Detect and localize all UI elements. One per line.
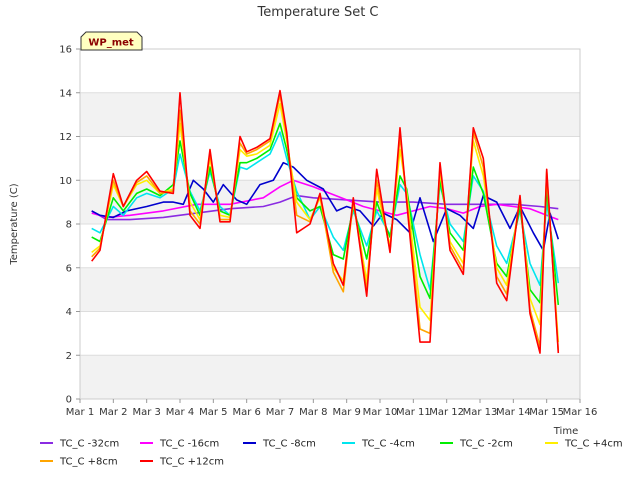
legend-label-tc-c-2cm: TC_C -2cm xyxy=(459,439,513,450)
series-lines xyxy=(91,89,560,354)
y-tick-label: 8 xyxy=(66,220,72,231)
x-tick-label: Mar 6 xyxy=(232,407,260,418)
x-axis-label: Time xyxy=(553,426,578,437)
x-tick-label: Mar 14 xyxy=(496,407,531,418)
x-tick-label: Mar 4 xyxy=(166,407,194,418)
legend-label-tc-c-12cm: TC_C +12cm xyxy=(159,457,224,468)
y-axis-ticks: 0 2 4 6 8 10 12 14 16 xyxy=(59,45,80,406)
x-tick-label: Mar 12 xyxy=(429,407,464,418)
x-tick-label: Mar 8 xyxy=(299,407,327,418)
y-axis-label: Temperature (C) xyxy=(9,183,20,265)
y-tick-label: 14 xyxy=(59,88,72,99)
x-tick-label: Mar 1 xyxy=(66,407,94,418)
badge-label: WP_met xyxy=(88,38,134,49)
legend-label-tc-c-8cm: TC_C +8cm xyxy=(59,457,118,468)
legend-label-tc-c-4cm: TC_C +4cm xyxy=(564,439,623,450)
y-tick-label: 10 xyxy=(59,176,72,187)
plot-band xyxy=(80,311,580,356)
legend-label-tc-c-4cm: TC_C -4cm xyxy=(361,439,415,450)
y-tick-label: 4 xyxy=(66,307,72,318)
x-tick-label: Mar 9 xyxy=(332,407,360,418)
y-tick-label: 2 xyxy=(66,351,72,362)
y-tick-label: 6 xyxy=(66,263,72,274)
plot-band xyxy=(80,136,580,181)
x-tick-label: Mar 15 xyxy=(529,407,564,418)
series-line-tc-c-12cm xyxy=(91,89,560,354)
x-tick-label: Mar 2 xyxy=(99,407,127,418)
x-tick-label: Mar 11 xyxy=(396,407,431,418)
x-tick-label: Mar 10 xyxy=(363,407,398,418)
legend-label-tc-c-32cm: TC_C -32cm xyxy=(59,439,119,450)
legend-label-tc-c-16cm: TC_C -16cm xyxy=(159,439,219,450)
legend-label-tc-c-8cm: TC_C -8cm xyxy=(262,439,316,450)
chart-title: Temperature Set C xyxy=(256,5,378,20)
y-tick-label: 16 xyxy=(59,45,72,56)
x-tick-label: Mar 3 xyxy=(132,407,160,418)
x-tick-label: Mar 5 xyxy=(199,407,227,418)
x-tick-label: Mar 13 xyxy=(463,407,498,418)
y-tick-label: 0 xyxy=(66,395,72,406)
x-tick-label: Mar 16 xyxy=(563,407,598,418)
plot-band xyxy=(80,49,580,93)
series-line-tc-c-8cm xyxy=(91,161,560,252)
wp-met-badge: WP_met xyxy=(80,31,143,51)
y-tick-label: 12 xyxy=(59,132,72,143)
plot-band xyxy=(80,92,580,137)
plot-band xyxy=(80,355,580,399)
badge-shape xyxy=(80,31,143,51)
x-tick-label: Mar 7 xyxy=(266,407,294,418)
legend: TC_C -32cm TC_C -16cm TC_C -8cm TC_C -4cm TC… xyxy=(40,439,623,468)
x-axis-ticks: Mar 1 Mar 2 Mar 3 Mar 4 Mar 5 Mar 6 Mar 7 Mar 8… xyxy=(66,399,598,418)
